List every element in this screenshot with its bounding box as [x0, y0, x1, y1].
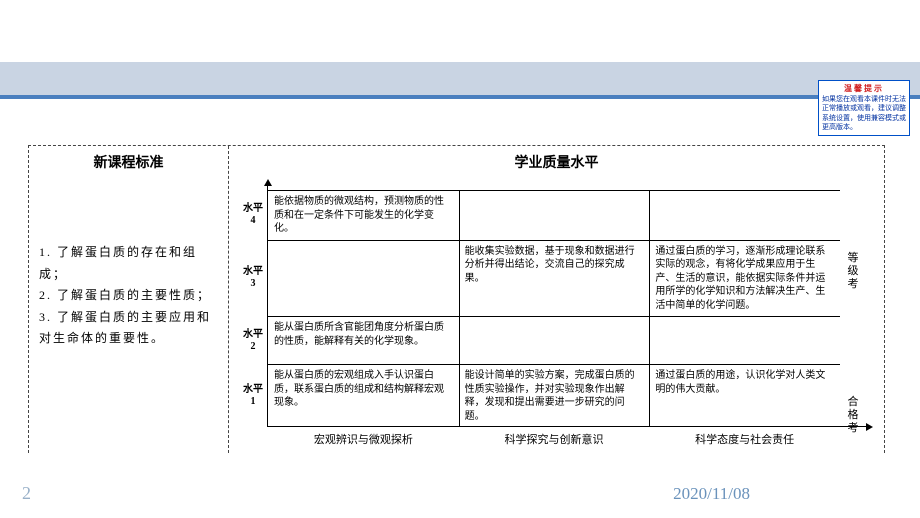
cell-3-3: 通过蛋白质的学习，逐渐形成理论联系实际的观念，有将化学成果应用于生产、生活的意识…: [649, 241, 840, 317]
side-label-advanced: 等级考: [846, 252, 860, 292]
x-labels: 宏观辨识与微观探析 科学探究与创新意识 科学态度与社会责任: [268, 429, 840, 447]
header-band: [0, 62, 920, 98]
hint-body: 如果您在观看本课件时无法正常播放或观看，建议调整系统设置，使用兼容模式或更高版本…: [822, 95, 906, 133]
level-row-3: 水平3 能收集实验数据，基于现象和数据进行分析并得出结论，交流自己的探究成果。 …: [268, 240, 840, 317]
hint-title: 温馨提示: [822, 83, 906, 94]
level-row-4: 水平4 能依据物质的微观结构，预测物质的性质和在一定条件下可能发生的化学变化。: [268, 190, 840, 240]
cell-2-2: [459, 317, 650, 364]
standards-item: 2. 了解蛋白质的主要性质；: [39, 285, 218, 307]
side-label-pass: 合格考: [846, 396, 860, 436]
slide-body: 新课程标准 1. 了解蛋白质的存在和组成； 2. 了解蛋白质的主要性质； 3. …: [28, 145, 885, 453]
cell-1-3: 通过蛋白质的用途，认识化学对人类文明的伟大贡献。: [649, 365, 840, 427]
hint-box: 温馨提示 如果您在观看本课件时无法正常播放或观看，建议调整系统设置，使用兼容模式…: [818, 80, 910, 136]
cell-4-2: [459, 191, 650, 240]
level-chart: 水平4 能依据物质的微观结构，预测物质的性质和在一定条件下可能发生的化学变化。 …: [237, 182, 872, 447]
cell-1-2: 能设计简单的实验方案，完成蛋白质的性质实验操作，并对实验现象作出解释，发现和提出…: [459, 365, 650, 427]
standards-list: 1. 了解蛋白质的存在和组成； 2. 了解蛋白质的主要性质； 3. 了解蛋白质的…: [39, 176, 218, 350]
level-row-1: 水平1 能从蛋白质的宏观组成入手认识蛋白质，联系蛋白质的组成和结构解释宏观现象。…: [268, 364, 840, 427]
level-row-2: 水平2 能从蛋白质所含官能团角度分析蛋白质的性质，能解释有关的化学现象。: [268, 316, 840, 364]
x-label-3: 科学态度与社会责任: [649, 429, 840, 447]
quality-heading: 学业质量水平: [229, 146, 884, 174]
x-label-1: 宏观辨识与微观探析: [268, 429, 459, 447]
y-label-4: 水平4: [240, 191, 266, 240]
standards-item: 1. 了解蛋白质的存在和组成；: [39, 242, 218, 285]
cell-2-1: 能从蛋白质所含官能团角度分析蛋白质的性质，能解释有关的化学现象。: [268, 317, 459, 364]
page-date: 2020/11/08: [673, 484, 750, 504]
header-rule: [0, 95, 920, 99]
y-label-2: 水平2: [240, 317, 266, 364]
x-label-2: 科学探究与创新意识: [459, 429, 650, 447]
page-number: 2: [22, 483, 31, 504]
quality-column: 学业质量水平 水平4 能依据物质的微观结构，预测物质的性质和在一定条件下可能发生…: [229, 146, 884, 453]
level-grid: 水平4 能依据物质的微观结构，预测物质的性质和在一定条件下可能发生的化学变化。 …: [268, 190, 840, 427]
main-table: 新课程标准 1. 了解蛋白质的存在和组成； 2. 了解蛋白质的主要性质； 3. …: [28, 145, 885, 453]
standards-column: 新课程标准 1. 了解蛋白质的存在和组成； 2. 了解蛋白质的主要性质； 3. …: [29, 146, 229, 453]
cell-3-1: [268, 241, 459, 317]
standards-item: 3. 了解蛋白质的主要应用和对生命体的重要性。: [39, 307, 218, 350]
cell-1-1: 能从蛋白质的宏观组成入手认识蛋白质，联系蛋白质的组成和结构解释宏观现象。: [268, 365, 459, 427]
header-region: 温馨提示 如果您在观看本课件时无法正常播放或观看，建议调整系统设置，使用兼容模式…: [0, 0, 920, 108]
cell-2-3: [649, 317, 840, 364]
cell-4-3: [649, 191, 840, 240]
standards-heading: 新课程标准: [39, 152, 218, 176]
cell-4-1: 能依据物质的微观结构，预测物质的性质和在一定条件下可能发生的化学变化。: [268, 191, 459, 240]
cell-3-2: 能收集实验数据，基于现象和数据进行分析并得出结论，交流自己的探究成果。: [459, 241, 650, 317]
y-label-1: 水平1: [240, 365, 266, 427]
y-label-3: 水平3: [240, 241, 266, 317]
